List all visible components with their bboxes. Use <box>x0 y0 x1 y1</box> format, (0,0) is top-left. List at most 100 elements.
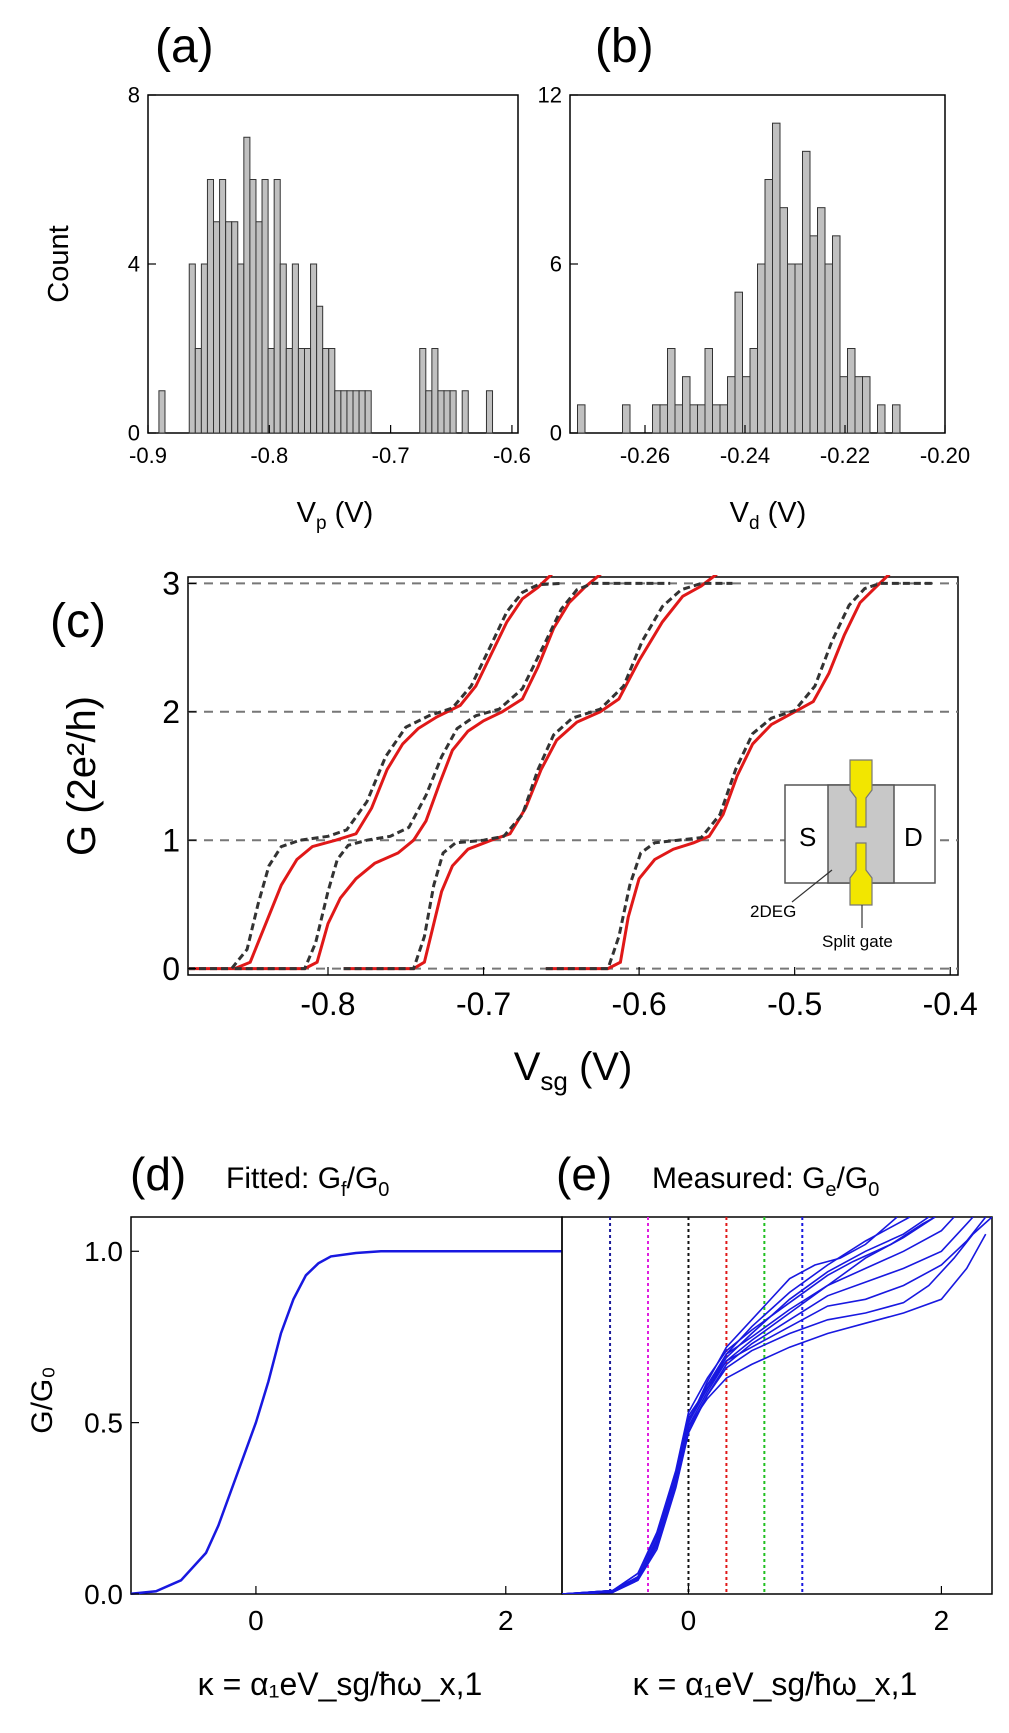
panel-d-ticks: 0 2 0.0 0.5 1.0 <box>84 1236 514 1636</box>
panel-e-measured-curve <box>562 1217 936 1594</box>
panel-a-bar <box>231 221 239 434</box>
panel-b-xlabel: Vd (V) <box>730 497 807 534</box>
panel-a-xlabel-main: V <box>297 497 317 529</box>
panel-c-xlabel-sub: sg <box>540 1066 567 1096</box>
panel-a-bar <box>303 348 312 434</box>
panel-a-bar <box>273 179 281 434</box>
inset-2deg-pointer <box>791 869 833 903</box>
panel-a-bar <box>249 179 257 434</box>
panel-e-title: Measured: Ge/G0 <box>652 1162 879 1201</box>
panel-a-ytick-label: 0 <box>128 421 140 446</box>
panel-b-xlabel-unit: (V) <box>760 497 807 529</box>
panel-a-ticks: -0.9 -0.8 -0.7 -0.6 0 4 8 <box>128 83 531 468</box>
panel-a-bar <box>285 348 293 434</box>
panel-a-bar <box>261 179 269 434</box>
panel-e-measured-curve <box>562 1217 974 1594</box>
panel-e-measured-curve <box>562 1217 898 1594</box>
panel-a-bar <box>206 179 215 434</box>
panel-a-bar <box>237 263 245 434</box>
panel-b-bar <box>862 376 871 434</box>
panel-a-ylabel: Count <box>43 225 75 302</box>
panel-b-bar <box>832 235 841 434</box>
panel-a-bar <box>243 136 251 434</box>
panel-e-title-slash: /G <box>837 1162 869 1195</box>
panel-e-title-g: G <box>802 1162 825 1195</box>
panel-d-xlabel: κ = α₁eV_sg/ħω_x,1 <box>198 1666 483 1702</box>
panel-b-ytick-label: 12 <box>538 83 562 108</box>
panel-a-bar <box>425 390 433 434</box>
inset-split-gate-top <box>849 759 873 828</box>
panel-c-series <box>188 575 935 971</box>
panel-a-bar <box>419 348 427 434</box>
panel-a-bar <box>219 179 227 434</box>
panel-e-label: (e) <box>556 1148 612 1200</box>
panel-c-fit-curve <box>343 581 733 971</box>
panel-b-ytick-label: 6 <box>550 252 562 277</box>
panel-a-bar <box>297 348 305 434</box>
panel-e-frame <box>561 1216 993 1595</box>
inset-split-gate-bottom <box>849 842 873 906</box>
panel-b-xtick-label: -0.22 <box>820 443 870 468</box>
inset-2deg-label: 2DEG <box>750 902 796 921</box>
panel-c-ytick-label: 0 <box>162 951 180 987</box>
panel-d-title-slash: /G <box>347 1162 379 1195</box>
panel-d-title-g: G <box>318 1162 341 1195</box>
panel-b-bar <box>734 291 743 434</box>
panel-d-ytick-label: 0.5 <box>84 1407 123 1438</box>
panel-b-bar <box>727 376 736 434</box>
panel-a-bar <box>267 348 275 434</box>
panel-d-label: (d) <box>130 1148 186 1200</box>
panel-a-xtick-label: -0.9 <box>129 443 167 468</box>
panel-c-xlabel-main: V <box>514 1045 541 1089</box>
panel-b-bar <box>854 376 863 434</box>
panel-d-title-prefix: Fitted: <box>226 1162 318 1195</box>
panel-d-ytick-label: 1.0 <box>84 1236 123 1267</box>
panel-a-bar <box>213 221 221 434</box>
panel-e-xtick-label: 2 <box>934 1605 950 1636</box>
panel-b-bars <box>577 122 901 434</box>
panel-b-ticks: -0.26 -0.24 -0.22 -0.20 0 6 12 <box>538 83 971 468</box>
panel-d-title: Fitted: Gf/G0 <box>226 1162 389 1201</box>
panel-b-bar <box>674 404 683 434</box>
panel-b-histogram: (b) -0.26 -0.24 -0.22 -0.20 0 6 12 Vd (V) <box>538 20 971 534</box>
panel-a-ytick-label: 4 <box>128 252 140 277</box>
panel-a-bar <box>158 390 166 434</box>
panel-c-xtick-label: -0.5 <box>767 986 822 1022</box>
inset-drain-label: D <box>904 822 923 852</box>
panel-e-reference-lines <box>609 1217 804 1594</box>
panel-e-title-sub1: e <box>825 1179 836 1201</box>
panel-b-bar <box>839 376 848 434</box>
panel-e-measured-curve <box>562 1233 987 1594</box>
panel-d-xtick-label: 0 <box>248 1605 264 1636</box>
panel-c-xlabel: Vsg (V) <box>514 1045 633 1096</box>
panel-b-xlabel-main: V <box>730 497 750 529</box>
panel-a-bar <box>485 390 494 434</box>
panel-a-xlabel: Vp (V) <box>297 497 374 534</box>
panel-c-fit-curve <box>545 581 935 971</box>
panel-b-bar <box>697 404 706 434</box>
panel-d-ytick-label: 0.0 <box>84 1579 123 1610</box>
panel-a-xtick-label: -0.6 <box>493 443 531 468</box>
panel-b-bar <box>809 235 818 434</box>
inset-source-label: S <box>799 822 816 852</box>
panel-e-title-prefix: Measured: <box>652 1162 802 1195</box>
panel-a-bar <box>322 348 330 434</box>
panel-e-xtick-label: 0 <box>681 1605 697 1636</box>
panel-a-bar <box>461 390 469 434</box>
panel-d-title-sub2: 0 <box>378 1179 389 1201</box>
panel-e-measured-curve <box>562 1217 987 1594</box>
panel-a-bar <box>316 305 324 434</box>
panel-e-xlabel: κ = α₁eV_sg/ħω_x,1 <box>633 1666 918 1702</box>
panel-b-bar <box>689 404 698 434</box>
panel-a-bar <box>328 348 336 434</box>
panel-b-bar <box>787 263 796 434</box>
panel-c-measured-curve <box>343 575 719 971</box>
panel-a-bar <box>431 348 439 434</box>
panel-e-series <box>562 1217 992 1594</box>
panel-c-measured-curve <box>234 575 602 971</box>
panel-a-ytick-label: 8 <box>128 83 140 108</box>
panel-c-fit-curve <box>188 581 562 971</box>
panel-c-ticks: -0.8 -0.7 -0.6 -0.5 -0.4 0 1 2 3 <box>162 566 978 1022</box>
